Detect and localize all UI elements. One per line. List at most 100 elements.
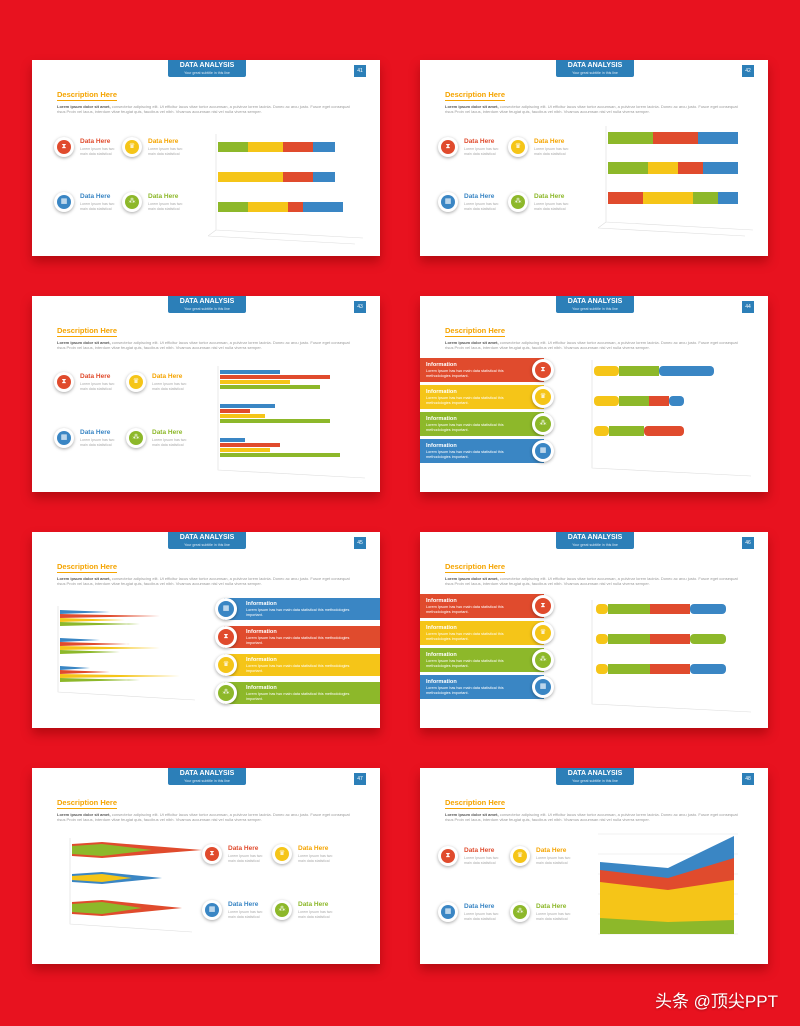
hourglass-icon: ⧗ xyxy=(535,362,551,378)
slide-header: DATA ANALYSIS Your great subtitle in this… xyxy=(168,768,246,785)
hourglass-icon: ⧗ xyxy=(535,598,551,614)
cylinder-bar-chart xyxy=(591,600,752,713)
trophy-icon: ♛ xyxy=(535,625,551,641)
slide-header: DATA ANALYSIS Your great subtitle in this… xyxy=(168,296,246,313)
slide-44: DATA ANALYSIS Your great subtitle in this… xyxy=(420,296,768,492)
data-item: ♛ Data Here Lorem Ipsum has two main data … xyxy=(510,846,590,876)
network-icon: ⁂ xyxy=(511,195,525,209)
description-title: Description Here xyxy=(57,562,118,573)
calendar-icon: ▦ xyxy=(535,679,551,695)
description-body: Lorem ipsum dolor sit amet, consectetur … xyxy=(57,104,357,114)
description-text: consectetur adipiscing elit. Ut efficitu… xyxy=(57,340,350,350)
description-title: Description Here xyxy=(57,798,118,809)
data-item-label: Data Here xyxy=(464,903,495,910)
data-item: ⁂ Data Here Lorem Ipsum has two main data … xyxy=(508,192,588,222)
slide-title: DATA ANALYSIS xyxy=(567,534,623,541)
calendar-icon: ▦ xyxy=(218,601,234,617)
cylinder-bar-chart xyxy=(591,360,752,477)
data-item: ▦ Data Here Lorem Ipsum has two main data … xyxy=(54,428,134,458)
data-item: ⧗ Data Here Lorem Ipsum has two main data … xyxy=(54,372,134,402)
slide-title: DATA ANALYSIS xyxy=(179,298,235,305)
data-item-sub: Lorem Ipsum has two main data statistica… xyxy=(152,382,187,391)
data-item-sub: Lorem Ipsum has two main data statistica… xyxy=(534,202,569,211)
slide-subtitle: Your great subtitle in this line xyxy=(572,71,618,75)
data-item: ⧗ Data Here Lorem Ipsum has two main data … xyxy=(438,846,518,876)
info-label: Information xyxy=(426,679,457,685)
description-text: consectetur adipiscing elit. Ut efficitu… xyxy=(445,104,738,114)
description-text: consectetur adipiscing elit. Ut efficitu… xyxy=(57,576,350,586)
slide-number: 48 xyxy=(742,773,754,785)
slide-number: 43 xyxy=(354,301,366,313)
data-item-label: Data Here xyxy=(298,901,329,908)
description-body: Lorem ipsum dolor sit amet, consectetur … xyxy=(57,812,357,822)
data-item-sub: Lorem Ipsum has two main data statistica… xyxy=(228,854,263,863)
slide-title: DATA ANALYSIS xyxy=(567,770,623,777)
description-text: consectetur adipiscing elit. Ut efficitu… xyxy=(445,340,738,350)
info-label: Information xyxy=(246,657,277,663)
description-lead: Lorem ipsum dolor sit amet, xyxy=(445,812,499,817)
calendar-icon: ▦ xyxy=(57,431,71,445)
slide-48: DATA ANALYSIS Your great subtitle in this… xyxy=(420,768,768,964)
info-sub: Lorem Ipsum has two main data statistica… xyxy=(426,659,504,668)
info-label: Information xyxy=(426,652,457,658)
description-lead: Lorem ipsum dolor sit amet, xyxy=(445,104,499,109)
hourglass-icon: ⧗ xyxy=(441,849,455,863)
description-title: Description Here xyxy=(445,798,506,809)
slide-header: DATA ANALYSIS Your great subtitle in this… xyxy=(556,60,634,77)
description-body: Lorem ipsum dolor sit amet, consectetur … xyxy=(445,812,745,822)
watermark: 头条 @顶尖PPT xyxy=(654,992,778,1011)
hourglass-icon: ⧗ xyxy=(205,847,219,861)
slide-number: 44 xyxy=(742,301,754,313)
chart-bar-row xyxy=(218,142,335,152)
data-item-label: Data Here xyxy=(536,903,567,910)
data-item-sub: Lorem Ipsum has two main data statistica… xyxy=(464,912,499,921)
calendar-icon: ▦ xyxy=(535,443,551,459)
slide-number: 42 xyxy=(742,65,754,77)
slide-header: DATA ANALYSIS Your great subtitle in this… xyxy=(168,532,246,549)
slide-header: DATA ANALYSIS Your great subtitle in this… xyxy=(556,768,634,785)
data-item-label: Data Here xyxy=(148,138,179,145)
description-body: Lorem ipsum dolor sit amet, consectetur … xyxy=(445,104,745,114)
info-label: Information xyxy=(426,362,457,368)
slide-subtitle: Your great subtitle in this line xyxy=(184,779,230,783)
slide-subtitle: Your great subtitle in this line xyxy=(572,307,618,311)
chart-bar-row xyxy=(218,172,335,182)
info-sub: Lorem Ipsum has two main data statistica… xyxy=(426,686,504,695)
data-item-label: Data Here xyxy=(536,847,567,854)
description-text: consectetur adipiscing elit. Ut efficitu… xyxy=(445,812,738,822)
data-item-label: Data Here xyxy=(148,193,179,200)
info-label: Information xyxy=(426,389,457,395)
description-lead: Lorem ipsum dolor sit amet, xyxy=(445,576,499,581)
slide-header: DATA ANALYSIS Your great subtitle in this… xyxy=(168,60,246,77)
info-sub: Lorem Ipsum has two main data statistica… xyxy=(246,636,350,645)
description-title: Description Here xyxy=(57,326,118,337)
info-label: Information xyxy=(246,601,277,607)
data-item-label: Data Here xyxy=(228,901,259,908)
info-band: Information Lorem Ipsum has two main data… xyxy=(420,358,544,382)
cone-bar-chart xyxy=(57,606,196,701)
data-item-label: Data Here xyxy=(152,373,183,380)
description-title: Description Here xyxy=(445,90,506,101)
description-text: consectetur adipiscing elit. Ut efficitu… xyxy=(445,576,738,586)
chart-bar-row xyxy=(608,192,738,204)
data-item: ♛ Data Here Lorem Ipsum has two main data … xyxy=(122,137,202,167)
info-sub: Lorem Ipsum has two main data statistica… xyxy=(246,664,350,673)
data-item: ⁂ Data Here Lorem Ipsum has two main data … xyxy=(272,900,352,930)
calendar-icon: ▦ xyxy=(205,903,219,917)
data-item: ▦ Data Here Lorem Ipsum has two main data … xyxy=(438,902,518,932)
info-band: Information Lorem Ipsum has two main data… xyxy=(420,412,544,436)
trophy-icon: ♛ xyxy=(125,140,139,154)
data-item-label: Data Here xyxy=(464,847,495,854)
slide-header: DATA ANALYSIS Your great subtitle in this… xyxy=(556,532,634,549)
slide-45: DATA ANALYSIS Your great subtitle in this… xyxy=(32,532,380,728)
info-sub: Lorem Ipsum has two main data statistica… xyxy=(246,608,350,617)
slide-title: DATA ANALYSIS xyxy=(567,62,623,69)
data-item-label: Data Here xyxy=(152,429,183,436)
chart-bar-row xyxy=(608,162,738,174)
data-item: ⧗ Data Here Lorem Ipsum has two main data … xyxy=(202,844,282,874)
description-text: consectetur adipiscing elit. Ut efficitu… xyxy=(57,104,350,114)
info-label: Information xyxy=(426,598,457,604)
description-title: Description Here xyxy=(57,90,118,101)
info-band: Information Lorem Ipsum has two main data… xyxy=(420,648,544,672)
data-item-label: Data Here xyxy=(228,845,259,852)
